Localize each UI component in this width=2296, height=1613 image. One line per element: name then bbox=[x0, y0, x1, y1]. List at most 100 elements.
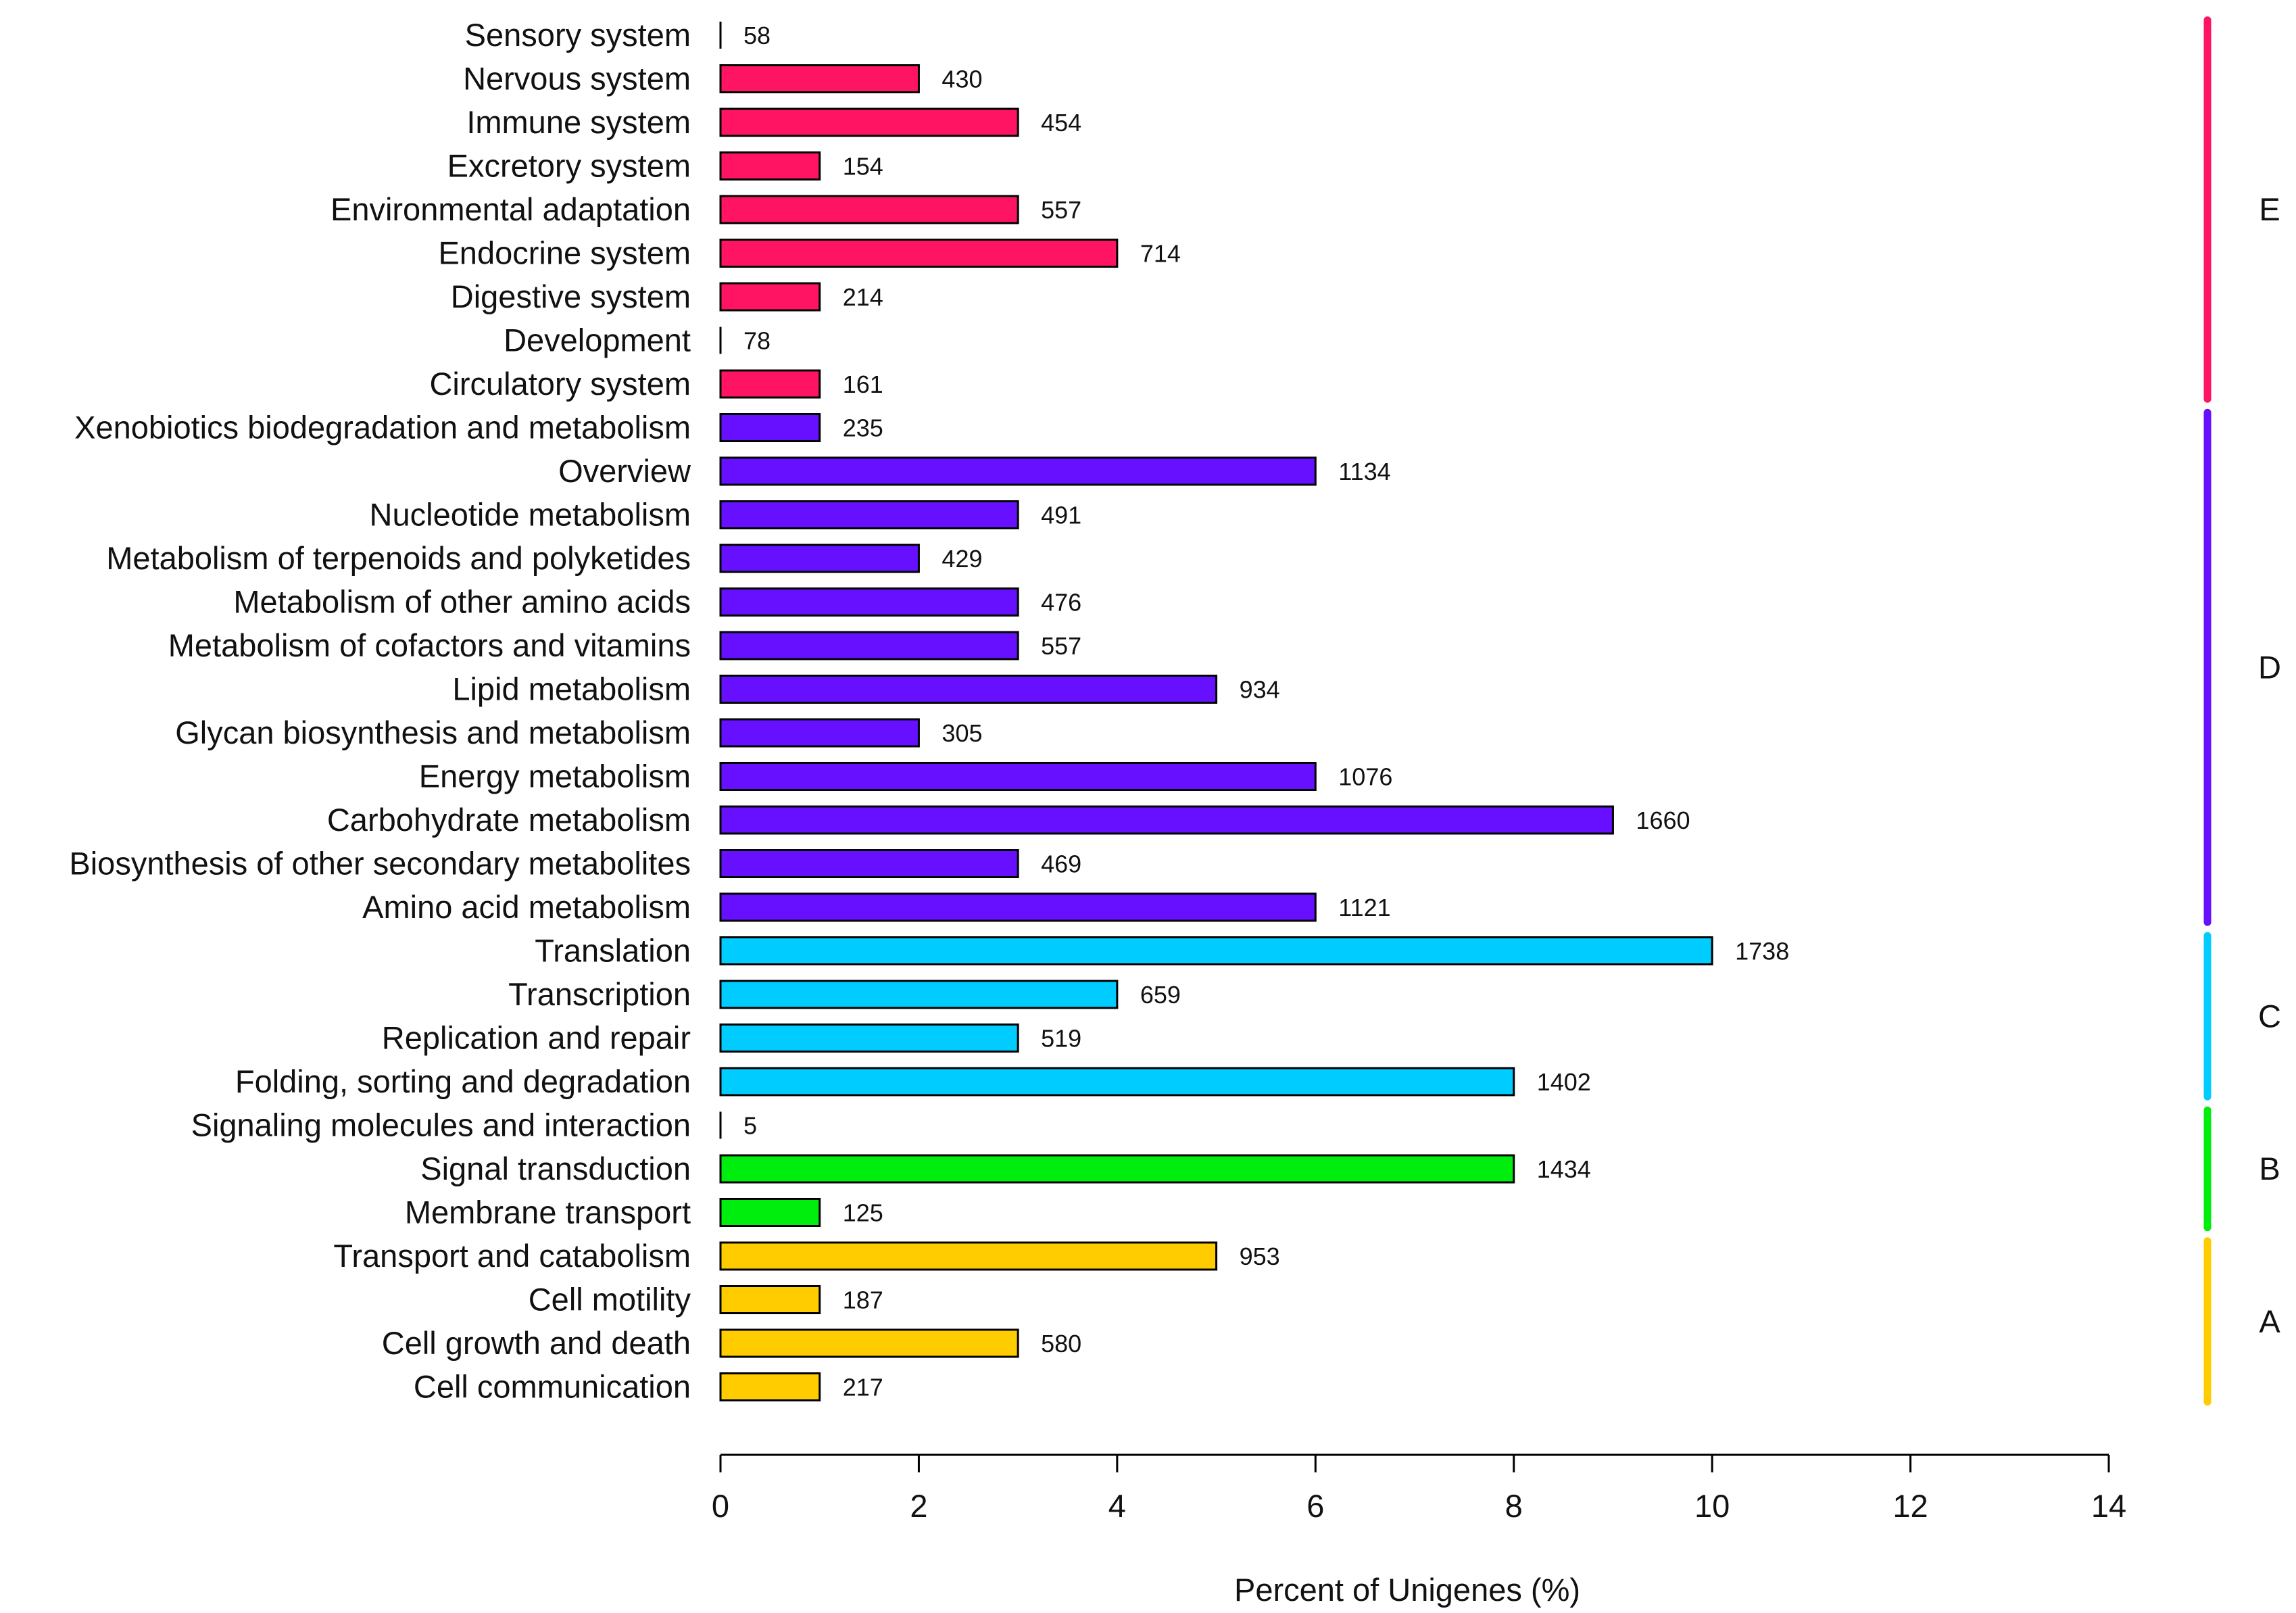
category-label-xenobiotics-biodegradation-and-metabolism: Xenobiotics biodegradation and metabolis… bbox=[74, 410, 691, 446]
category-label-energy-metabolism: Energy metabolism bbox=[419, 759, 691, 794]
value-label-biosynthesis-of-other-secondary-metabolites: 469 bbox=[1041, 850, 1081, 878]
x-tick-label-10: 10 bbox=[1694, 1488, 1730, 1524]
category-label-biosynthesis-of-other-secondary-metabolites: Biosynthesis of other secondary metaboli… bbox=[69, 846, 691, 882]
x-tick-label-4: 4 bbox=[1108, 1488, 1126, 1524]
group-brackets: E D C B A bbox=[2203, 16, 2281, 1406]
bar-overview bbox=[719, 456, 1317, 486]
value-label-immune-system: 454 bbox=[1041, 109, 1081, 137]
category-label-translation: Translation bbox=[535, 933, 691, 969]
bar-lipid-metabolism bbox=[719, 675, 1218, 704]
category-label-replication-and-repair: Replication and repair bbox=[382, 1020, 691, 1056]
bar-transport-and-catabolism bbox=[719, 1241, 1218, 1271]
category-label-immune-system: Immune system bbox=[466, 104, 691, 140]
value-label-transcription: 659 bbox=[1140, 981, 1181, 1009]
value-label-translation: 1738 bbox=[1735, 938, 1789, 965]
bar-immune-system bbox=[719, 107, 1019, 137]
group-label-c: C bbox=[2258, 998, 2281, 1034]
value-label-metabolism-of-cofactors-and-vitamins: 557 bbox=[1041, 632, 1081, 660]
bar-transcription bbox=[719, 980, 1119, 1009]
bar-xenobiotics-biodegradation-and-metabolism bbox=[719, 413, 821, 442]
bar-signal-transduction bbox=[719, 1154, 1515, 1184]
bar-endocrine-system bbox=[719, 239, 1119, 268]
category-label-metabolism-of-terpenoids-and-polyketides: Metabolism of terpenoids and polyketides bbox=[106, 540, 691, 576]
value-label-cell-motility: 187 bbox=[843, 1286, 883, 1314]
x-axis-title: Percent of Unigenes (%) bbox=[1234, 1572, 1580, 1608]
value-label-cell-growth-and-death: 580 bbox=[1041, 1330, 1081, 1357]
value-label-nucleotide-metabolism: 491 bbox=[1041, 502, 1081, 529]
bar-nervous-system bbox=[719, 64, 920, 93]
group-label-e: E bbox=[2259, 191, 2280, 227]
category-label-metabolism-of-other-amino-acids: Metabolism of other amino acids bbox=[233, 584, 691, 620]
bar-metabolism-of-other-amino-acids bbox=[719, 587, 1019, 617]
category-label-environmental-adaptation: Environmental adaptation bbox=[331, 191, 691, 227]
bar-energy-metabolism bbox=[719, 762, 1317, 791]
bar-glycan-biosynthesis-and-metabolism bbox=[719, 718, 920, 748]
category-label-cell-communication: Cell communication bbox=[414, 1369, 691, 1405]
category-label-development: Development bbox=[504, 322, 691, 358]
value-label-metabolism-of-terpenoids-and-polyketides: 429 bbox=[942, 545, 982, 573]
group-label-d: D bbox=[2258, 649, 2281, 685]
bar-translation bbox=[719, 936, 1713, 965]
x-tick-label-0: 0 bbox=[712, 1488, 729, 1524]
bar-amino-acid-metabolism bbox=[719, 892, 1317, 922]
category-label-metabolism-of-cofactors-and-vitamins: Metabolism of cofactors and vitamins bbox=[168, 627, 691, 663]
value-label-circulatory-system: 161 bbox=[843, 370, 883, 398]
category-label-excretory-system: Excretory system bbox=[447, 148, 691, 184]
category-label-endocrine-system: Endocrine system bbox=[438, 235, 691, 271]
category-label-digestive-system: Digestive system bbox=[451, 279, 691, 314]
category-label-cell-motility: Cell motility bbox=[529, 1282, 691, 1318]
bar-cell-motility bbox=[719, 1285, 821, 1314]
value-label-endocrine-system: 714 bbox=[1140, 240, 1181, 268]
value-label-excretory-system: 154 bbox=[843, 153, 883, 180]
value-label-digestive-system: 214 bbox=[843, 283, 883, 311]
value-label-metabolism-of-other-amino-acids: 476 bbox=[1041, 589, 1081, 617]
x-tick-label-2: 2 bbox=[910, 1488, 927, 1524]
category-label-carbohydrate-metabolism: Carbohydrate metabolism bbox=[327, 802, 691, 838]
bar-carbohydrate-metabolism bbox=[719, 805, 1614, 835]
value-label-amino-acid-metabolism: 1121 bbox=[1338, 894, 1390, 921]
value-label-signaling-molecules-and-interaction: 5 bbox=[743, 1112, 757, 1140]
bar-cell-growth-and-death bbox=[719, 1328, 1019, 1358]
category-label-signaling-molecules-and-interaction: Signaling molecules and interaction bbox=[191, 1107, 691, 1143]
value-label-nervous-system: 430 bbox=[942, 66, 982, 93]
x-axis: 0 2 4 6 8 10 12 14 bbox=[712, 1453, 2126, 1524]
bar-nucleotide-metabolism bbox=[719, 500, 1019, 529]
category-label-sensory-system: Sensory system bbox=[465, 17, 691, 53]
bar-biosynthesis-of-other-secondary-metabolites bbox=[719, 849, 1019, 878]
x-tick-label-12: 12 bbox=[1892, 1488, 1928, 1524]
group-label-b: B bbox=[2259, 1151, 2280, 1186]
value-label-overview: 1134 bbox=[1338, 458, 1390, 485]
x-tick-label-8: 8 bbox=[1505, 1488, 1523, 1524]
category-label-nucleotide-metabolism: Nucleotide metabolism bbox=[370, 497, 691, 533]
category-label-cell-growth-and-death: Cell growth and death bbox=[382, 1325, 691, 1361]
value-label-cell-communication: 217 bbox=[843, 1374, 883, 1401]
bar-metabolism-of-cofactors-and-vitamins bbox=[719, 631, 1019, 660]
category-label-transport-and-catabolism: Transport and catabolism bbox=[333, 1238, 691, 1274]
value-label-folding-sorting-and-degradation: 1402 bbox=[1537, 1068, 1591, 1096]
bar-environmental-adaptation bbox=[719, 195, 1019, 224]
bar-membrane-transport bbox=[719, 1198, 821, 1227]
value-label-development: 78 bbox=[743, 327, 771, 355]
bar-metabolism-of-terpenoids-and-polyketides bbox=[719, 544, 920, 573]
category-label-lipid-metabolism: Lipid metabolism bbox=[452, 671, 691, 707]
bars-layer: Sensory system 58 Nervous system 430 Immune … bbox=[69, 17, 1789, 1405]
category-label-signal-transduction: Signal transduction bbox=[420, 1151, 691, 1186]
bar-cell-communication bbox=[719, 1372, 821, 1401]
value-label-carbohydrate-metabolism: 1660 bbox=[1636, 806, 1690, 834]
bar-replication-and-repair bbox=[719, 1024, 1019, 1053]
group-label-a: A bbox=[2259, 1303, 2280, 1339]
category-label-amino-acid-metabolism: Amino acid metabolism bbox=[362, 889, 691, 925]
value-label-sensory-system: 58 bbox=[743, 22, 771, 49]
category-label-glycan-biosynthesis-and-metabolism: Glycan biosynthesis and metabolism bbox=[175, 715, 691, 750]
bar-excretory-system bbox=[719, 151, 821, 180]
value-label-glycan-biosynthesis-and-metabolism: 305 bbox=[942, 719, 982, 747]
x-tick-label-14: 14 bbox=[2091, 1488, 2126, 1524]
category-label-nervous-system: Nervous system bbox=[463, 61, 691, 97]
value-label-lipid-metabolism: 934 bbox=[1240, 676, 1280, 704]
x-tick-label-6: 6 bbox=[1306, 1488, 1324, 1524]
value-label-membrane-transport: 125 bbox=[843, 1199, 883, 1227]
category-label-transcription: Transcription bbox=[508, 976, 691, 1012]
category-label-membrane-transport: Membrane transport bbox=[405, 1195, 691, 1230]
value-label-signal-transduction: 1434 bbox=[1537, 1155, 1591, 1183]
category-label-circulatory-system: Circulatory system bbox=[429, 366, 691, 402]
